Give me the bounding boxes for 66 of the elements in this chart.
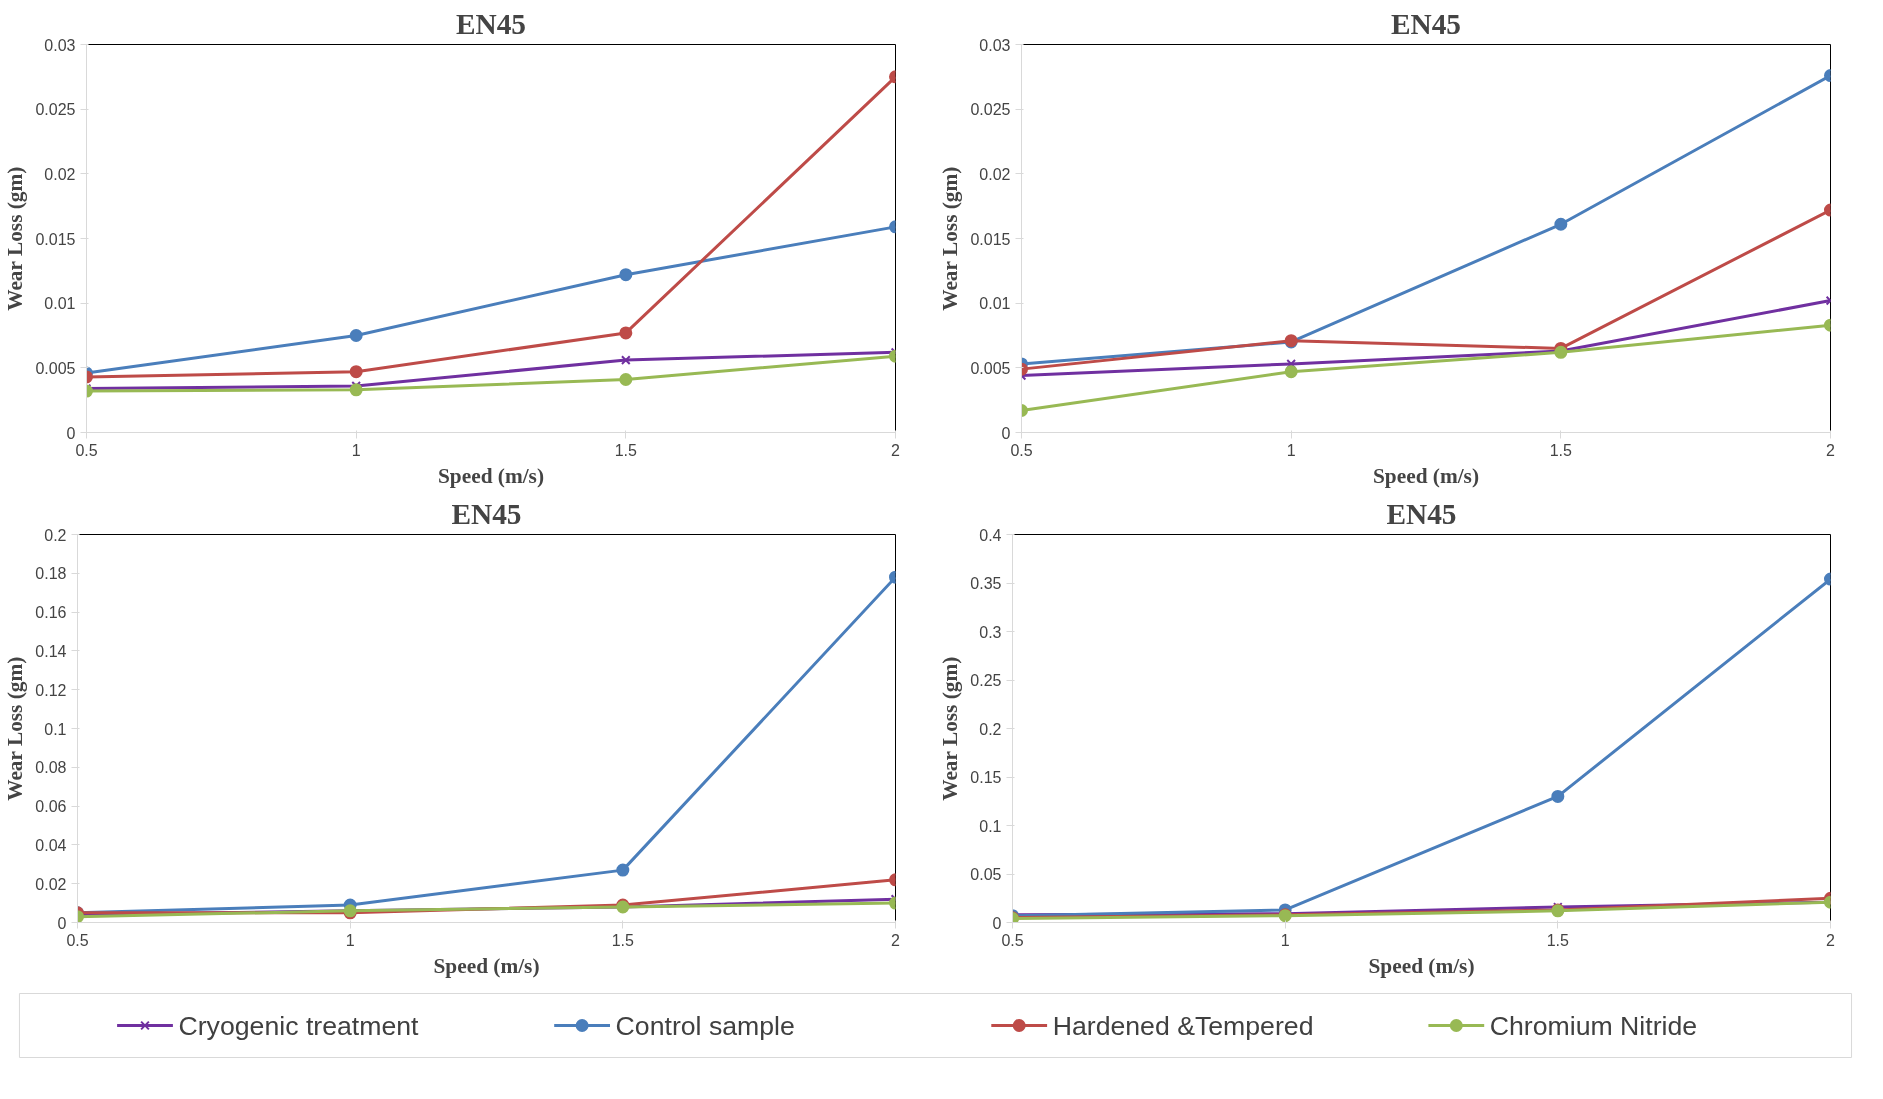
y-tick-label: 0.2 (979, 720, 1002, 738)
y-tick-label: 0.04 (35, 836, 67, 854)
y-tick-label: 0 (1001, 424, 1011, 442)
y-tick-label: 0.16 (35, 604, 67, 622)
y-tick-label: 0.005 (35, 359, 76, 377)
y-tick-label: 0.4 (979, 526, 1002, 544)
y-tick-label: 0.25 (970, 672, 1002, 689)
y-tick-label: 0.1 (44, 720, 67, 738)
y-tick-label: 0.01 (979, 295, 1011, 313)
chart-title: EN45 (1386, 497, 1457, 530)
y-tick-label: 0.14 (35, 642, 67, 660)
x-tick-label: 1 (345, 931, 355, 949)
chart-title: EN45 (455, 7, 527, 40)
y-axis-title: Wear Loss (gm) (3, 166, 28, 311)
y-tick-label: 0 (66, 424, 76, 442)
chart-title: EN45 (1390, 7, 1462, 40)
y-tick-label: 0.03 (44, 36, 76, 54)
x-tick-label: 1.5 (1546, 931, 1570, 949)
y-axis-title: Wear Loss (gm) (938, 166, 963, 311)
y-tick-label: 0.12 (35, 681, 67, 699)
y-tick-label: 0.02 (44, 165, 76, 183)
x-tick-label: 1.5 (614, 441, 638, 459)
x-tick-label: 2 (1826, 441, 1836, 459)
y-tick-label: 0.015 (35, 230, 76, 248)
y-tick-label: 0.35 (970, 575, 1002, 592)
x-tick-label: 1 (351, 441, 361, 459)
x-tick-label: 0.5 (66, 931, 89, 949)
x-tick-label: 1.5 (1549, 441, 1573, 459)
legend-label: Chromium Nitride (1489, 1010, 1698, 1041)
y-tick-label: 0.025 (970, 101, 1011, 119)
x-tick-label: 1 (1286, 441, 1296, 459)
x-tick-label: 1.5 (611, 931, 635, 949)
x-tick-label: 0.5 (1010, 441, 1033, 459)
y-tick-label: 0.3 (979, 623, 1002, 641)
x-axis-title: Speed (m/s) (1368, 953, 1475, 978)
x-tick-label: 1 (1280, 931, 1290, 949)
y-tick-label: 0.02 (35, 875, 67, 893)
y-axis-title: Wear Loss (gm) (938, 656, 963, 801)
y-tick-label: 0.05 (970, 866, 1002, 883)
x-axis-title: Speed (m/s) (433, 953, 540, 978)
y-tick-label: 0.15 (970, 769, 1002, 786)
x-axis-title: Speed (m/s) (1372, 463, 1480, 488)
y-tick-label: 0.015 (970, 230, 1011, 248)
y-tick-label: 0.01 (44, 295, 76, 313)
x-tick-label: 2 (891, 441, 901, 459)
y-axis-title: Wear Loss (gm) (3, 656, 28, 801)
legend-label: Hardened &Tempered (1052, 1010, 1314, 1041)
y-tick-label: 0.005 (970, 359, 1011, 377)
y-tick-label: 0.08 (35, 759, 67, 777)
y-tick-label: 0.03 (979, 36, 1011, 54)
y-tick-label: 0.02 (979, 165, 1011, 183)
chart-title: EN45 (451, 497, 522, 530)
y-tick-label: 0.2 (44, 526, 67, 544)
y-tick-label: 0.06 (35, 798, 67, 816)
y-tick-label: 0.1 (979, 817, 1002, 835)
x-axis-title: Speed (m/s) (437, 463, 545, 488)
y-tick-label: 0 (57, 914, 67, 932)
x-tick-label: 2 (891, 931, 901, 949)
legend-label: Control sample (615, 1010, 795, 1041)
y-tick-label: 0.18 (35, 565, 67, 583)
y-tick-label: 0 (992, 914, 1002, 932)
x-tick-label: 2 (1826, 931, 1836, 949)
x-tick-label: 0.5 (75, 441, 98, 459)
x-tick-label: 0.5 (1001, 931, 1024, 949)
y-tick-label: 0.025 (35, 101, 76, 119)
legend-label: Cryogenic treatment (178, 1010, 420, 1041)
